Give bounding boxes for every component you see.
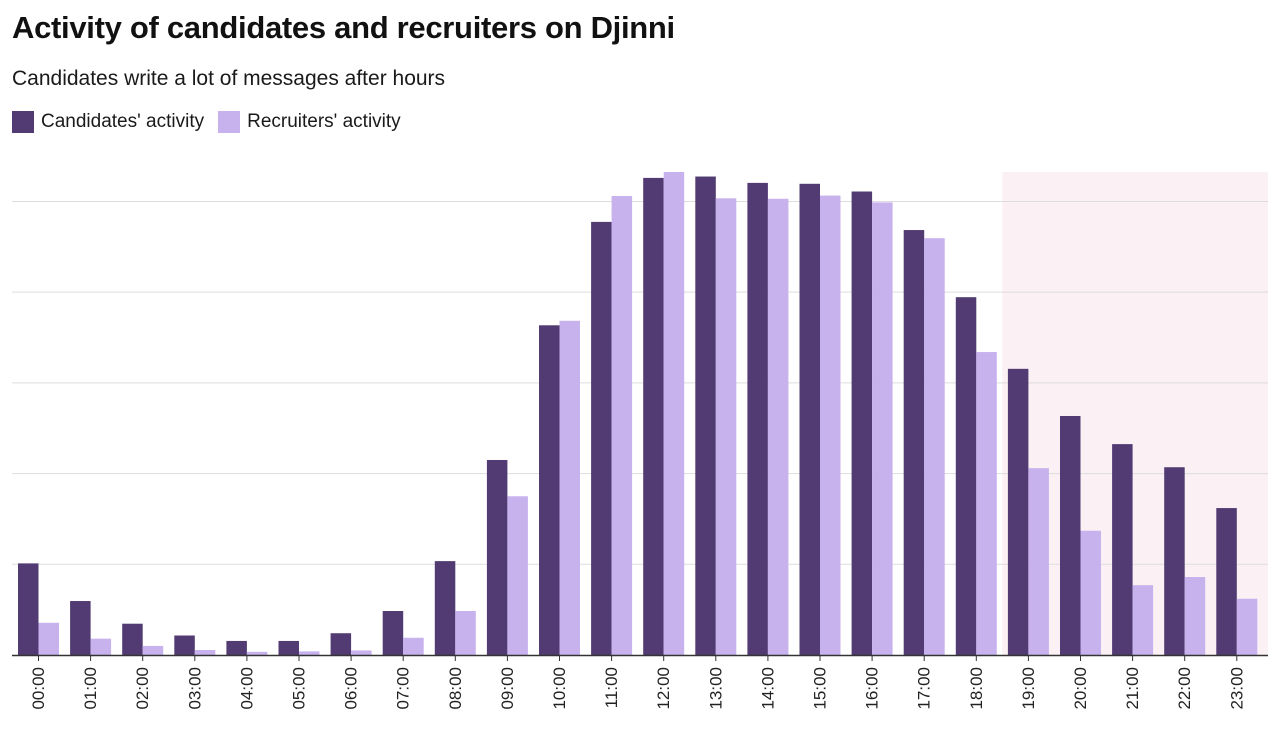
legend-label-candidates: Candidates' activity	[41, 111, 205, 132]
candidates-bar-1600	[851, 191, 873, 655]
x-tick-label: 00:00	[29, 667, 48, 710]
x-tick-label: 06:00	[342, 667, 361, 710]
recruiters-bar-2300	[1236, 598, 1258, 655]
recruiters-bar-1800	[976, 352, 997, 655]
gridlines	[12, 200, 1268, 565]
recruiters-bar-0100	[90, 638, 112, 655]
candidates-bar-0900	[486, 459, 508, 655]
x-tick-label: 21:00	[1123, 667, 1142, 710]
recruiters-bar-1000	[559, 320, 580, 655]
recruiters-bar-1100	[611, 196, 633, 655]
recruiters-bar-1600	[872, 202, 893, 655]
candidates-bar-0000	[18, 563, 39, 655]
x-tick-label: 23:00	[1227, 667, 1246, 710]
recruiters-bar-0200	[142, 645, 164, 655]
recruiters-bar-1500	[820, 195, 841, 655]
recruiters-bar-0400	[246, 651, 268, 655]
candidates-bar-1400	[747, 182, 768, 655]
candidates-bar-0500	[278, 640, 299, 655]
x-tick-label: 22:00	[1175, 667, 1194, 710]
recruiters-bar-0800	[455, 611, 476, 655]
candidates-bar-1500	[799, 183, 820, 655]
x-tick-label: 03:00	[185, 667, 204, 710]
candidates-bar-1700	[903, 230, 925, 655]
candidates-bar-0400	[226, 640, 247, 655]
candidates-bar-0700	[382, 611, 404, 655]
x-tick-label: 01:00	[81, 667, 100, 710]
candidates-bar-2100	[1112, 444, 1133, 655]
candidates-bar-2200	[1164, 467, 1185, 655]
x-tick-label: 17:00	[915, 667, 934, 710]
x-tick-label: 16:00	[863, 667, 882, 710]
x-tick-label: 11:00	[602, 667, 621, 708]
x-axis-ticks: 00:00 01:00 02:00 03:00 04:00 05:00 06:00 07:00…	[29, 655, 1246, 710]
x-tick-label: 18:00	[967, 667, 986, 710]
chart-title: Activity of candidates and recruiters on…	[12, 10, 675, 45]
legend-swatch-recruiters	[218, 111, 241, 133]
chart-subtitle: Candidates write a lot of messages after…	[12, 67, 446, 90]
legend-item-candidates: Candidates' activity	[12, 111, 204, 133]
recruiters-bar-2200	[1184, 576, 1206, 655]
candidates-bar-1200	[643, 177, 664, 656]
candidates-bar-0300	[174, 635, 195, 655]
legend: Candidates' activity Recruiters' activit…	[12, 111, 415, 133]
candidates-bar-0800	[434, 561, 456, 655]
recruiters-bar-2000	[1080, 530, 1101, 655]
recruiters-bar-0900	[507, 496, 528, 655]
bars	[18, 172, 1258, 656]
x-tick-label: 10:00	[550, 667, 569, 710]
x-tick-label: 19:00	[1019, 667, 1038, 710]
candidates-bar-2300	[1216, 508, 1237, 655]
recruiters-bar-0300	[194, 650, 216, 655]
recruiters-bar-2100	[1132, 585, 1154, 655]
x-tick-label: 20:00	[1071, 667, 1090, 710]
recruiters-bar-0000	[38, 622, 59, 655]
candidates-bar-1000	[539, 325, 560, 655]
legend-swatch-candidates	[12, 111, 34, 133]
recruiters-bar-1400	[767, 198, 789, 655]
recruiters-bar-1200	[663, 172, 685, 655]
x-tick-label: 02:00	[133, 667, 152, 710]
recruiters-bar-1300	[715, 198, 737, 655]
x-tick-label: 15:00	[811, 667, 830, 710]
recruiters-bar-0600	[351, 650, 372, 655]
legend-item-recruiters: Recruiters' activity	[218, 111, 401, 133]
x-tick-label: 05:00	[290, 667, 309, 710]
candidates-bar-0100	[70, 601, 91, 655]
x-tick-label: 08:00	[446, 667, 465, 710]
x-tick-label: 04:00	[237, 667, 256, 710]
x-tick-label: 13:00	[706, 667, 725, 710]
candidates-bar-0600	[330, 633, 352, 655]
candidates-bar-0200	[122, 623, 143, 655]
x-tick-label: 14:00	[758, 667, 777, 710]
recruiters-bar-0500	[299, 651, 320, 655]
legend-label-recruiters: Recruiters' activity	[247, 111, 401, 132]
recruiters-bar-0700	[403, 637, 424, 655]
x-tick-label: 09:00	[498, 667, 517, 710]
x-tick-label: 12:00	[654, 667, 673, 710]
candidates-bar-2000	[1060, 415, 1081, 655]
candidates-bar-1100	[591, 221, 612, 655]
recruiters-bar-1900	[1028, 468, 1049, 655]
candidates-bar-1300	[695, 176, 716, 655]
x-tick-label: 07:00	[394, 667, 413, 710]
candidates-bar-1900	[1007, 368, 1029, 655]
recruiters-bar-1700	[924, 238, 945, 655]
candidates-bar-1800	[955, 297, 977, 655]
